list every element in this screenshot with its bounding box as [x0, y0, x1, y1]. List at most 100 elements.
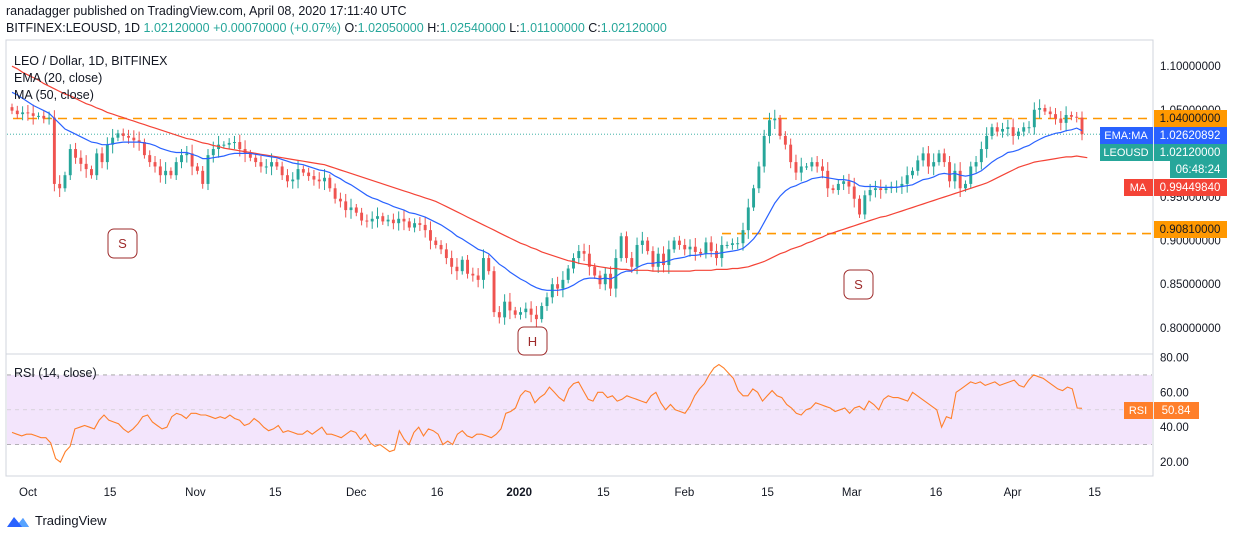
candle-body: [503, 301, 507, 318]
ema-tag-value: 1.02620892: [1160, 130, 1221, 142]
candle-body: [26, 112, 30, 114]
ema-tag: EMA:MA 1.02620892: [1100, 127, 1227, 144]
annotation-s-right[interactable]: S: [843, 269, 874, 300]
ema20-line: [11, 91, 1083, 291]
candle-body: [376, 216, 379, 219]
candle-body: [471, 273, 475, 276]
time-tick-label: Feb: [674, 487, 694, 499]
candle-body: [418, 223, 422, 225]
candle-body: [916, 160, 920, 171]
candle-body: [227, 142, 231, 145]
candle-body: [238, 142, 242, 150]
candle-body: [1043, 108, 1047, 112]
support-tag: 0.90810000: [1154, 221, 1227, 238]
candle-body: [873, 188, 877, 191]
candle-body: [296, 169, 300, 180]
candle-body: [773, 118, 777, 121]
candle-body: [63, 175, 67, 189]
candle-body: [434, 240, 438, 245]
candle-body: [15, 110, 19, 115]
rsi-line: [11, 363, 1083, 463]
candle-body: [481, 258, 485, 280]
ema-legend: EMA (20, close): [14, 71, 102, 85]
candle-body: [1011, 127, 1015, 136]
candle-body: [540, 306, 544, 320]
time-tick-label: 15: [269, 487, 282, 499]
candle-body: [948, 162, 952, 182]
annotation-h[interactable]: H: [517, 326, 548, 356]
time-tick-label: 15: [597, 487, 610, 499]
candle-body: [365, 220, 369, 222]
candle-body: [672, 240, 676, 250]
candle-body: [868, 190, 872, 196]
candle-body: [68, 149, 72, 176]
candle-body: [741, 230, 745, 244]
candle-body: [466, 259, 470, 274]
last-price-tag: LEOUSD 1.02120000 06:48:24: [1100, 144, 1227, 178]
high-label: H:: [427, 21, 440, 35]
candle-body: [402, 218, 406, 222]
candle-body: [386, 219, 390, 222]
candle-body: [783, 135, 787, 145]
annotation-s-left[interactable]: S: [107, 228, 138, 259]
time-tick-label: 16: [930, 487, 943, 499]
candle-body: [677, 240, 681, 245]
candle-body: [195, 166, 199, 171]
candle-body: [815, 162, 819, 167]
candle-body: [736, 243, 740, 245]
candle-body: [460, 259, 464, 272]
candle-body: [640, 240, 644, 245]
candle-body: [429, 230, 432, 241]
candle-body: [519, 312, 522, 315]
time-tick-label: Nov: [185, 487, 206, 499]
candle-body: [1069, 115, 1073, 117]
candle-body: [958, 170, 962, 189]
candle-body: [720, 244, 724, 259]
candle-body: [158, 166, 162, 176]
candle-body: [566, 268, 570, 280]
low-value: 1.01100000: [519, 21, 585, 35]
candle-body: [1022, 127, 1026, 132]
candle-body: [1006, 127, 1010, 129]
price-tick-label: 0.80000000: [1160, 323, 1221, 335]
tradingview-footer[interactable]: TradingView: [6, 513, 107, 528]
candle-body: [789, 144, 793, 163]
candle-body: [338, 198, 342, 202]
candle-body: [932, 162, 936, 167]
time-tick-label: Apr: [1004, 487, 1022, 499]
annotation-s-left-text: S: [118, 236, 127, 251]
candle-body: [651, 251, 655, 267]
candle-body: [10, 107, 14, 111]
candle-body: [111, 137, 115, 145]
candle-body: [360, 212, 364, 221]
candle-body: [190, 153, 194, 167]
candle-body: [810, 162, 814, 167]
candle-body: [21, 112, 25, 115]
candle-body: [942, 153, 946, 163]
candle-body: [127, 135, 130, 138]
price-tick-label: 0.90000000: [1160, 236, 1221, 248]
annotation-s-right-text: S: [854, 277, 863, 292]
time-tick-label: 2020: [506, 487, 532, 499]
rsi-tag-label: RSI: [1129, 405, 1147, 417]
tradingview-brand: TradingView: [35, 513, 107, 528]
candle-body: [921, 153, 925, 161]
candle-body: [614, 258, 618, 289]
candle-body: [423, 224, 427, 231]
candle-body: [344, 201, 348, 211]
candle-body: [47, 117, 51, 119]
candle-body: [280, 166, 284, 176]
open-value: 1.02050000: [357, 21, 424, 35]
candle-body: [805, 166, 809, 168]
candle-body: [95, 153, 99, 176]
candle-body: [492, 271, 496, 313]
countdown-value: 06:48:24: [1176, 164, 1221, 176]
candle-body: [52, 117, 56, 184]
candle-body: [937, 153, 941, 163]
candle-body: [317, 179, 321, 182]
rsi-tick-label: 60.00: [1160, 387, 1189, 399]
candle-body: [715, 251, 718, 259]
rsi-tag-value: 50.84: [1162, 405, 1191, 417]
candle-body: [153, 162, 157, 167]
